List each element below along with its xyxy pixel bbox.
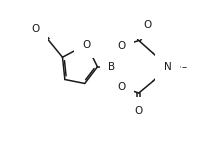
Text: O: O xyxy=(117,41,125,51)
Text: B: B xyxy=(108,62,115,72)
Text: O: O xyxy=(143,21,152,30)
Text: –: – xyxy=(181,62,186,72)
Text: O: O xyxy=(82,40,91,49)
Text: O: O xyxy=(117,83,125,92)
Text: O: O xyxy=(32,24,40,34)
Text: N: N xyxy=(163,62,171,72)
Text: O: O xyxy=(135,106,143,115)
